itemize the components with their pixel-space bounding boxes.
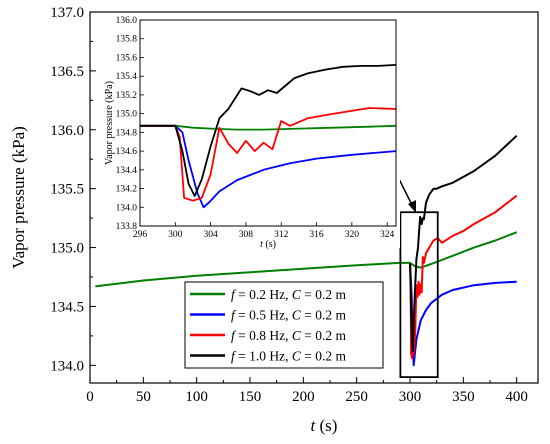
y-tick-label: 136.0 xyxy=(50,123,84,139)
legend-label-amp: = 0.2 m xyxy=(301,308,347,323)
x-tick-label: 100 xyxy=(185,389,208,405)
legend-label-1: f = 0.2 Hz, C = 0.2 m xyxy=(231,287,347,302)
inset-series-line-1 xyxy=(140,124,397,131)
legend-label-amp: = 0.2 m xyxy=(301,328,347,343)
y-tick-label: 135.0 xyxy=(50,241,84,257)
inset-y-axis-title: Vapor pressure (kPa) xyxy=(104,81,115,165)
zoom-region-box xyxy=(399,211,439,379)
main-series xyxy=(95,134,518,367)
x-tick-label: 150 xyxy=(239,389,262,405)
legend-label-amp: = 0.2 m xyxy=(301,287,347,302)
y-tick-label: 134.5 xyxy=(50,299,84,315)
inset-chart: 296 300 304 308 312 316 320 324 133.8 134.0 134.2 1… xyxy=(100,14,400,250)
legend-box xyxy=(184,281,384,369)
inset-x-tick-label: 324 xyxy=(380,230,395,240)
inset-y-tick-label: 134.4 xyxy=(116,166,138,176)
main-axes: 0 50 100 150 200 250 300 350 400 134.0 134.5 135.0 1… xyxy=(9,5,539,435)
legend-label-c: C xyxy=(292,308,302,323)
inset-x-axis-title: t (s) xyxy=(260,239,276,250)
inset-x-axis-title-variable: t xyxy=(260,239,263,250)
y-tick-label: 134.0 xyxy=(50,358,84,374)
inset-x-tick-label: 304 xyxy=(203,230,218,240)
legend-label-freq: = 0.8 Hz, xyxy=(235,328,292,343)
x-axis-title-unit: (s) xyxy=(315,416,337,435)
legend-label-amp: = 0.2 m xyxy=(301,349,347,364)
legend-label-f: f xyxy=(231,328,237,343)
inset-x-tick-label: 300 xyxy=(168,230,183,240)
legend: f = 0.2 Hz, C = 0.2 mf = 0.5 Hz, C = 0.2… xyxy=(184,281,384,369)
inset-series-line-3 xyxy=(140,107,397,202)
zoom-arrow-head xyxy=(408,200,416,213)
main-series-line-4 xyxy=(409,134,518,353)
legend-label-freq: = 1.0 Hz, xyxy=(235,349,292,364)
legend-label-2: f = 0.5 Hz, C = 0.2 m xyxy=(231,308,347,323)
legend-label-freq: = 0.2 Hz, xyxy=(235,287,292,302)
inset-y-tick-label: 135.4 xyxy=(116,72,138,82)
inset-series-line-4 xyxy=(140,64,397,197)
x-tick-label: 350 xyxy=(452,389,475,405)
inset-y-tick-label: 134.6 xyxy=(116,147,138,157)
main-series-line-3 xyxy=(409,194,518,360)
x-tick-label: 50 xyxy=(136,389,151,405)
inset-y-tick-label: 135.6 xyxy=(116,53,138,63)
inset-x-tick-label: 296 xyxy=(133,230,148,240)
inset-y-tick-label: 136.0 xyxy=(116,16,138,26)
inset-x-tick-label: 320 xyxy=(345,230,360,240)
x-tick-label: 300 xyxy=(399,389,422,405)
inset-y-tick-label: 133.8 xyxy=(116,222,138,232)
inset-y-tick-label: 135.8 xyxy=(116,35,138,45)
inset-y-tick-label: 134.2 xyxy=(116,185,138,195)
y-axis-title: Vapor pressure (kPa) xyxy=(9,126,28,269)
legend-label-4: f = 1.0 Hz, C = 0.2 m xyxy=(231,349,347,364)
legend-label-f: f xyxy=(231,287,237,302)
legend-label-c: C xyxy=(292,287,302,302)
main-plot-frame xyxy=(89,11,539,384)
x-tick-label: 250 xyxy=(345,389,368,405)
inset-y-tick-label: 135.0 xyxy=(116,110,138,120)
inset-series-line-2 xyxy=(140,124,397,209)
legend-label-c: C xyxy=(292,328,302,343)
y-tick-label: 135.5 xyxy=(50,182,84,198)
annotations xyxy=(396,174,439,379)
x-tick-label: 400 xyxy=(505,389,528,405)
x-axis-title-variable: t xyxy=(311,416,317,435)
inset-y-tick-label: 135.2 xyxy=(116,91,138,101)
legend-label-c: C xyxy=(292,349,302,364)
main-series-line-2 xyxy=(409,262,517,367)
legend-label-f: f xyxy=(231,349,237,364)
x-tick-label: 0 xyxy=(86,389,94,405)
inset-y-tick-label: 134.8 xyxy=(116,128,138,138)
y-tick-label: 137.0 xyxy=(50,5,84,21)
inset-x-tick-label: 316 xyxy=(309,230,324,240)
inset-y-tick-label: 134.0 xyxy=(116,203,138,213)
legend-label-f: f xyxy=(231,308,237,323)
y-tick-label: 136.5 xyxy=(50,64,84,80)
inset-x-axis-title-unit: (s) xyxy=(263,239,276,250)
x-tick-label: 200 xyxy=(292,389,315,405)
legend-label-3: f = 0.8 Hz, C = 0.2 m xyxy=(231,328,347,343)
x-axis-title: t (s) xyxy=(311,416,338,435)
inset-background xyxy=(100,14,400,248)
inset-x-tick-label: 312 xyxy=(274,230,289,240)
legend-label-freq: = 0.5 Hz, xyxy=(235,308,292,323)
inset-x-tick-label: 308 xyxy=(239,230,254,240)
inset-plot-frame xyxy=(139,19,397,227)
